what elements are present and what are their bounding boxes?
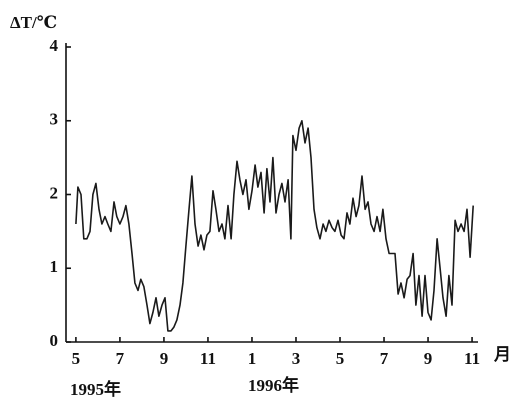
x-tick-label: 9: [424, 349, 433, 368]
x-tick-label: 7: [380, 349, 389, 368]
x-tick-label: 1: [248, 349, 257, 368]
x-tick-label: 9: [160, 349, 169, 368]
year-label: 1996年: [248, 375, 299, 395]
year-label: 1995年: [70, 379, 121, 399]
data-line: [75, 120, 474, 332]
x-tick-label: 3: [292, 349, 301, 368]
x-tick-label: 11: [464, 349, 480, 368]
y-tick-label: 3: [50, 110, 59, 129]
x-tick-label: 7: [116, 349, 125, 368]
x-tick-label: 5: [336, 349, 345, 368]
x-tick-label: 5: [72, 349, 81, 368]
y-tick-label: 1: [50, 257, 59, 276]
y-tick-label: 2: [50, 183, 59, 202]
x-tick-label: 11: [200, 349, 216, 368]
y-tick-label: 0: [50, 331, 59, 350]
x-axis-unit: 月: [493, 345, 511, 364]
y-axis-label: ΔT/℃: [10, 13, 57, 32]
y-tick-label: 4: [50, 36, 59, 55]
